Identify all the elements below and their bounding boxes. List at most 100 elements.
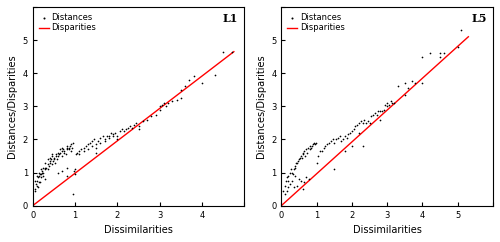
Distances — [69, 192, 77, 196]
Distances — [62, 147, 70, 151]
Distances — [298, 156, 306, 159]
Distances — [404, 86, 412, 90]
Distances — [46, 161, 54, 165]
Distances — [37, 167, 45, 171]
Distances — [309, 143, 317, 146]
Distances — [46, 156, 54, 159]
Distances — [96, 136, 104, 140]
Distances — [355, 131, 363, 135]
Distances — [282, 179, 290, 183]
Distances — [302, 175, 310, 179]
Distances — [376, 109, 384, 113]
Distances — [64, 147, 72, 151]
Distances — [355, 121, 363, 125]
Distances — [40, 167, 48, 171]
Distances — [228, 50, 235, 53]
Distances — [287, 167, 295, 171]
Distances — [40, 166, 48, 169]
Distances — [291, 166, 299, 169]
Distances — [71, 172, 79, 176]
Distances — [306, 144, 314, 148]
Distances — [156, 108, 164, 112]
Distances — [300, 149, 308, 153]
Distances — [68, 146, 76, 150]
Distances — [366, 121, 374, 125]
Distances — [162, 104, 170, 108]
Distances — [350, 128, 358, 131]
Distances — [130, 122, 138, 126]
Distances — [55, 152, 63, 156]
Distances — [305, 177, 313, 181]
Distances — [33, 184, 41, 188]
Distances — [290, 185, 298, 189]
Distances — [304, 146, 312, 150]
Distances — [325, 141, 333, 145]
Distances — [60, 151, 68, 155]
Distances — [412, 81, 420, 85]
Distances — [302, 147, 310, 151]
Distances — [364, 119, 372, 123]
Distances — [134, 124, 142, 128]
Distances — [67, 149, 75, 153]
Distances — [394, 84, 402, 88]
Distances — [308, 146, 316, 150]
Distances — [358, 144, 366, 148]
Distances — [186, 78, 194, 82]
Distances — [312, 141, 320, 145]
Distances — [172, 98, 180, 102]
Distances — [362, 121, 370, 125]
Distances — [105, 134, 113, 138]
Distances — [339, 137, 347, 141]
Distances — [90, 137, 98, 141]
Distances — [124, 126, 132, 130]
Distances — [38, 169, 46, 173]
Distances — [109, 134, 117, 138]
Distances — [38, 171, 46, 174]
Distances — [300, 181, 308, 184]
Distances — [296, 156, 304, 159]
Distances — [37, 172, 45, 176]
Distances — [368, 114, 376, 118]
Distances — [44, 167, 52, 171]
Distances — [98, 134, 106, 138]
Distances — [286, 182, 294, 186]
Distances — [168, 99, 176, 103]
Distances — [288, 172, 296, 176]
Distances — [44, 157, 52, 161]
Distances — [58, 169, 66, 173]
Distances — [306, 147, 314, 151]
Distances — [62, 144, 70, 148]
Distances — [64, 146, 72, 150]
Distances — [282, 189, 290, 193]
Text: L1: L1 — [222, 13, 238, 24]
Distances — [50, 156, 58, 159]
Distances — [66, 144, 74, 148]
Distances — [143, 118, 151, 121]
Distances — [279, 189, 287, 193]
Distances — [59, 147, 67, 151]
Distances — [160, 101, 168, 105]
Distances — [314, 154, 322, 158]
Distances — [288, 171, 296, 174]
Distances — [40, 174, 48, 178]
Y-axis label: Distances/Disparities: Distances/Disparities — [7, 54, 17, 158]
Distances — [40, 171, 48, 174]
Distances — [372, 113, 380, 116]
Distances — [114, 134, 122, 138]
Distances — [54, 171, 62, 174]
Distances — [88, 139, 96, 143]
Distances — [312, 161, 320, 165]
Distances — [126, 124, 134, 128]
Distances — [360, 118, 368, 121]
Distances — [100, 139, 108, 143]
Distances — [51, 161, 59, 165]
Distances — [42, 177, 50, 181]
Distances — [190, 75, 198, 78]
Distances — [292, 161, 300, 165]
Distances — [383, 101, 391, 105]
Distances — [292, 174, 300, 178]
Distances — [211, 73, 219, 77]
Distances — [220, 50, 228, 53]
Distances — [308, 144, 316, 148]
Distances — [334, 136, 342, 140]
